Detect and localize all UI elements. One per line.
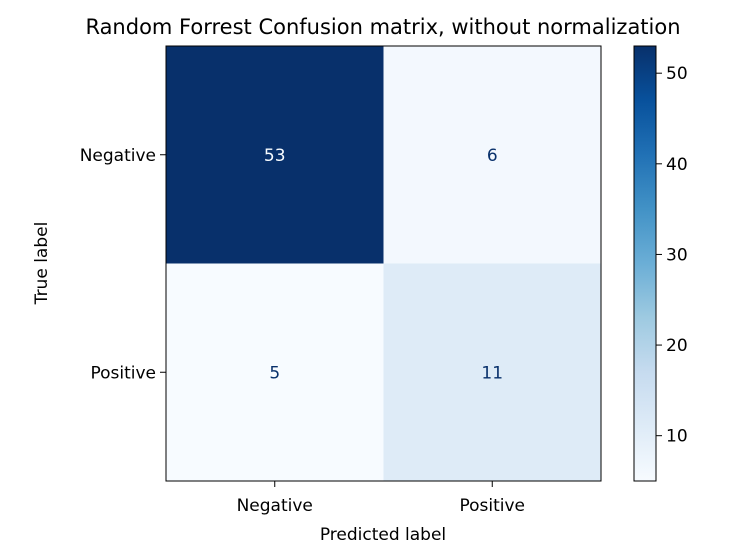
colorbar-tick-label: 30: [666, 245, 688, 265]
y-tick-label: Negative: [80, 146, 156, 166]
matrix-frame: [165, 45, 602, 482]
colorbar-tick-label: 40: [666, 155, 688, 175]
colorbar-tick-label: 20: [666, 336, 688, 356]
y-tick-label: Positive: [90, 363, 156, 383]
matrix-cells: [166, 46, 601, 481]
matrix-cell-value: 53: [264, 146, 286, 166]
x-axis-label: Predicted label: [320, 525, 446, 545]
x-axis-ticks: Negative Positive: [237, 481, 525, 516]
matrix-cell: [166, 46, 384, 264]
matrix-cell: [383, 263, 601, 481]
matrix-cell-value: 5: [269, 363, 280, 383]
colorbar-tick-label: 10: [666, 427, 688, 447]
x-tick-label: Negative: [237, 496, 313, 516]
matrix-cell-labels: 53 6 5 11: [264, 146, 503, 384]
matrix-cell: [383, 46, 601, 264]
colorbar-tick-label: 50: [666, 64, 688, 84]
chart-title: Random Forrest Confusion matrix, without…: [85, 15, 680, 39]
colorbar-ticks: 10 20 30 40 50: [656, 64, 688, 447]
y-axis-ticks: Negative Positive: [80, 146, 166, 383]
x-tick-label: Positive: [459, 496, 525, 516]
matrix-cell-value: 11: [481, 363, 503, 383]
y-axis-label: True label: [32, 222, 52, 306]
matrix-cell-value: 6: [487, 146, 498, 166]
colorbar: [633, 45, 657, 482]
matrix-cell: [166, 263, 384, 481]
